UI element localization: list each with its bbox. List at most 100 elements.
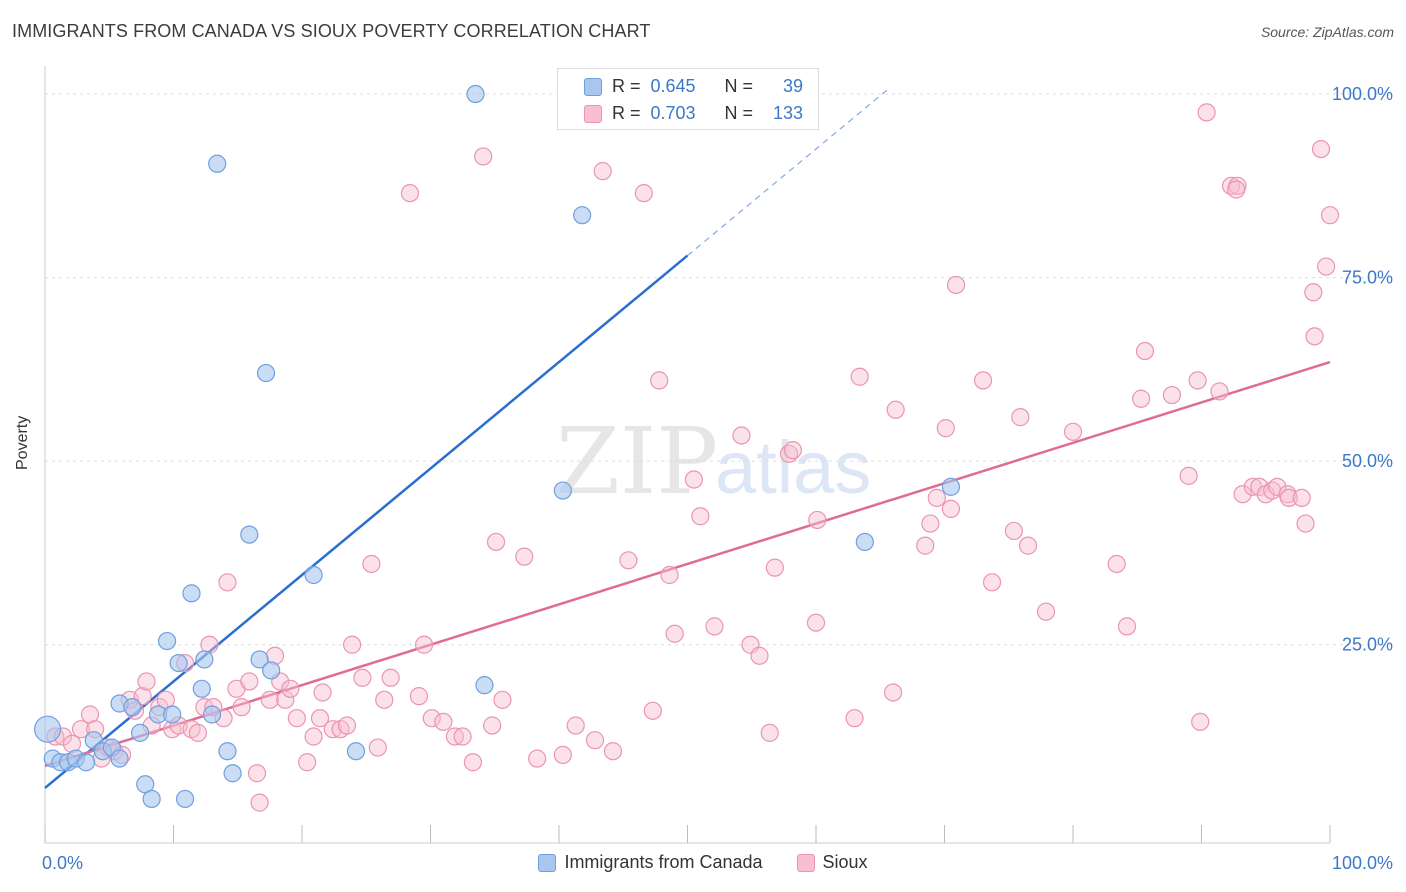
sioux-point	[1011, 408, 1030, 427]
canada-point	[218, 742, 237, 761]
sioux-point	[1132, 389, 1151, 408]
sioux-point	[946, 275, 966, 295]
sioux-point	[1320, 206, 1340, 225]
legend-swatch-sioux	[796, 853, 815, 872]
sioux-point	[593, 162, 612, 181]
sioux-trend-line	[44, 360, 1331, 768]
sioux-point	[1107, 554, 1126, 574]
sioux-point	[434, 712, 453, 731]
stats-r-label: R =	[612, 76, 641, 96]
sioux-point	[337, 716, 357, 735]
watermark: ZIP atlas	[556, 408, 871, 515]
trend-lines	[44, 89, 1331, 789]
sioux-point	[705, 617, 724, 636]
stats-n-label: N =	[724, 103, 754, 123]
canada-point	[262, 661, 281, 680]
sioux-point	[1197, 103, 1216, 122]
sioux-point	[883, 683, 903, 702]
canada-point	[346, 742, 366, 761]
sioux-point	[941, 499, 961, 518]
stats-row-sioux: R = 0.703 N = 133	[584, 103, 803, 124]
sioux-point	[921, 514, 940, 533]
canada-point	[110, 749, 129, 768]
y-tick-label: 50.0%	[1342, 451, 1393, 471]
stats-n-value: 39	[783, 76, 804, 96]
sioux-point	[665, 624, 684, 643]
sioux-point	[936, 419, 955, 438]
sioux-point	[1063, 422, 1083, 441]
canada-point	[157, 631, 177, 651]
stats-swatch-sioux	[584, 104, 602, 123]
sioux-point	[353, 668, 372, 687]
sioux-point	[528, 749, 547, 768]
sioux-point	[1210, 382, 1229, 401]
canada-point	[130, 723, 150, 742]
sioux-point	[1233, 485, 1252, 504]
sioux-point	[1135, 341, 1155, 361]
source-label: Source: ZipAtlas.com	[1260, 24, 1394, 40]
bottom-legend: Immigrants from Canada Sioux	[0, 852, 1406, 873]
sioux-point	[732, 426, 751, 445]
canada-point	[223, 764, 242, 783]
canada-point	[163, 705, 182, 724]
sioux-point	[323, 720, 342, 739]
stats-r-label: R =	[612, 103, 641, 123]
sioux-point	[240, 672, 259, 691]
sioux-point	[343, 635, 362, 654]
sioux-point	[808, 510, 827, 530]
sioux-point	[973, 371, 993, 390]
canada-point	[33, 715, 62, 743]
sioux-point	[445, 727, 465, 746]
legend-item-sioux[interactable]: Sioux	[796, 852, 868, 873]
sioux-point	[287, 709, 306, 728]
grid-lines	[45, 93, 1392, 646]
stats-n-value: 133	[772, 103, 804, 123]
y-tick-label: 25.0%	[1342, 635, 1393, 655]
sioux-point	[1018, 536, 1038, 555]
sioux-point	[760, 723, 779, 742]
watermark-zip: ZIP	[556, 408, 718, 515]
sioux-point	[483, 716, 502, 735]
sioux-point	[232, 698, 251, 717]
sioux-point	[409, 687, 429, 706]
canada-point	[175, 789, 195, 809]
sioux-point	[765, 558, 784, 577]
canada-point	[208, 154, 227, 173]
sioux-point	[1117, 617, 1137, 636]
canada-point	[169, 653, 188, 673]
sioux-point	[375, 690, 394, 709]
sioux-point	[806, 613, 826, 632]
legend-label-canada: Immigrants from Canada	[564, 852, 763, 872]
sioux-point	[691, 507, 710, 526]
sioux-point	[1004, 521, 1023, 541]
canada-point	[195, 650, 214, 669]
sioux-point	[1227, 180, 1246, 199]
sioux-point	[1292, 488, 1311, 507]
sioux-point	[463, 753, 483, 772]
sioux-point	[1279, 488, 1298, 507]
sioux-point	[137, 672, 156, 691]
sioux-point	[1179, 466, 1198, 485]
sioux-point	[453, 727, 472, 746]
sioux-point	[276, 690, 295, 709]
stats-row-canada: R = 0.645 N = 39	[584, 76, 803, 97]
sioux-point	[845, 709, 864, 728]
sioux-point	[783, 441, 802, 460]
stats-legend: R = 0.645 N = 39 R = 0.703 N = 133	[557, 68, 819, 130]
canada-point	[77, 753, 96, 772]
sioux-point	[304, 727, 323, 746]
legend-swatch-canada	[538, 853, 557, 872]
stats-r-value: 0.703	[650, 103, 696, 123]
chart-title: IMMIGRANTS FROM CANADA VS SIOUX POVERTY …	[12, 21, 651, 41]
y-tick-label: 75.0%	[1342, 268, 1393, 288]
legend-item-canada[interactable]: Immigrants from Canada	[538, 852, 763, 873]
sioux-point	[474, 147, 493, 166]
sioux-point	[515, 547, 534, 566]
immigrants-from-canada-points	[33, 84, 961, 809]
x-tick-label-min: 0.0%	[42, 853, 83, 873]
sioux-point	[916, 536, 935, 555]
sioux-point	[1317, 257, 1336, 276]
sioux-point	[886, 400, 905, 419]
sioux-point	[414, 635, 434, 654]
canada-point	[466, 84, 485, 104]
